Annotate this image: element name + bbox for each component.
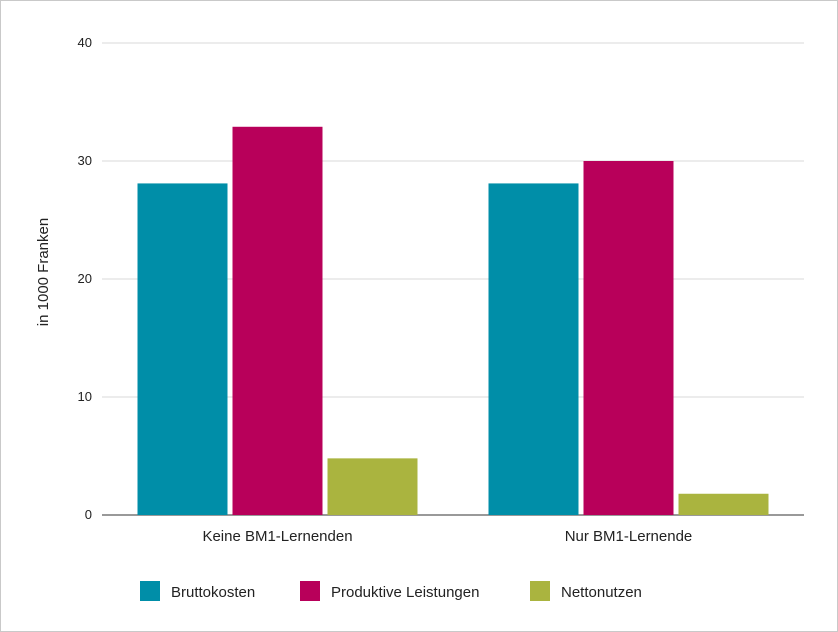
bar-nettonutzen-0 <box>327 458 418 515</box>
category-label-1: Nur BM1-Lernende <box>565 528 693 545</box>
category-label-0: Keine BM1-Lernenden <box>202 528 352 545</box>
legend: Bruttokosten Produktive Leistungen Nettonu… <box>140 581 642 601</box>
bar-bruttokosten-1 <box>488 183 579 516</box>
bars <box>137 126 769 516</box>
y-tick-10: 10 <box>78 389 92 404</box>
y-tick-labels: 0 10 20 30 40 <box>78 35 92 522</box>
y-tick-30: 30 <box>78 153 92 168</box>
y-tick-40: 40 <box>78 35 92 50</box>
bar-bruttokosten-0 <box>137 183 228 516</box>
category-labels: Keine BM1-Lernenden Nur BM1-Lernende <box>202 528 692 545</box>
legend-label-1: Produktive Leistungen <box>331 584 479 601</box>
bar-nettonutzen-1 <box>678 493 769 515</box>
y-tick-0: 0 <box>85 507 92 522</box>
legend-swatch-1 <box>300 581 320 601</box>
legend-label-2: Nettonutzen <box>561 584 642 601</box>
y-axis-label: in 1000 Franken <box>35 218 52 326</box>
legend-label-0: Bruttokosten <box>171 584 255 601</box>
bar-produktive-leistungen-0 <box>232 126 323 515</box>
y-tick-20: 20 <box>78 271 92 286</box>
legend-swatch-0 <box>140 581 160 601</box>
bar-produktive-leistungen-1 <box>583 161 674 515</box>
legend-swatch-2 <box>530 581 550 601</box>
